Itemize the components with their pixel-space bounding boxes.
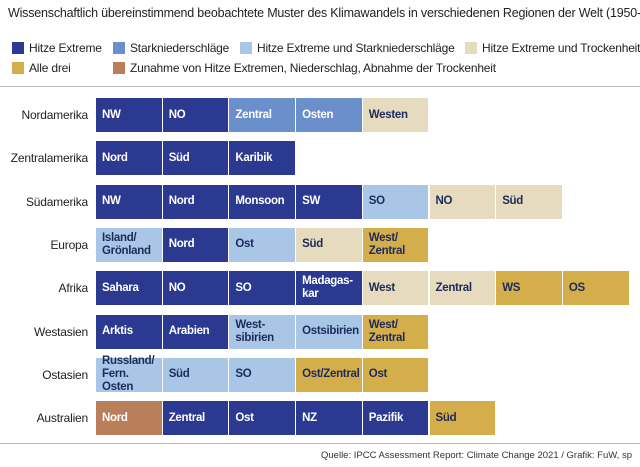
region-label: Australien [36, 411, 89, 426]
region-cell: Karibik [229, 141, 296, 176]
region-cell: Ost [229, 227, 296, 262]
region-cell: Süd [162, 141, 229, 176]
region-label: Nordamerika [21, 108, 89, 122]
region-cell: Süd [496, 184, 562, 219]
legend-swatch [240, 42, 252, 54]
legend-swatch [12, 42, 24, 54]
region-cell: NO [162, 98, 229, 132]
region-cell: West [362, 271, 429, 306]
region-label: Europa [50, 237, 89, 252]
region-label: Zentralamerika [10, 151, 88, 166]
region-cell: WS [496, 271, 562, 306]
region-cell: West/ Zentral [362, 227, 429, 262]
region-cell: Madagas- kar [296, 271, 362, 306]
region-cell: Süd [162, 357, 229, 392]
divider [0, 443, 640, 444]
region-label: Südamerika [25, 194, 88, 209]
region-cell: NO [429, 184, 496, 219]
region-label: Afrika [58, 281, 89, 296]
title: Wissenschaftlich übereinstimmend beobach… [8, 6, 640, 20]
region-cell: Süd [429, 401, 496, 436]
legend-label: Hitze Extreme und Trockenheit [482, 41, 640, 55]
region-cell: NZ [296, 401, 362, 436]
region-cell: NW [96, 184, 162, 219]
divider [0, 86, 640, 87]
region-cell: NW [96, 98, 162, 132]
legend-swatch [113, 42, 125, 54]
source: Quelle: IPCC Assessment Report: Climate … [321, 450, 632, 461]
region-cell: SO [229, 271, 296, 306]
region-cell: Arabien [162, 314, 229, 349]
region-cell: Ostsibirien [296, 314, 362, 349]
region-cell: Nord [162, 227, 229, 262]
region-cell: Nord [96, 401, 162, 436]
region-cell: West/ Zentral [362, 314, 429, 349]
region-cell: Ost [229, 401, 296, 436]
region-cell: Sahara [96, 271, 162, 306]
region-cell: OS [562, 271, 629, 306]
legend-swatch [113, 62, 125, 74]
region-label: Ostasien [42, 367, 88, 382]
legend-label: Starkniederschläge [130, 41, 230, 55]
region-cell: SO [362, 184, 429, 219]
region-cell: SW [296, 184, 362, 219]
region-cell: Island/ Grönland [96, 227, 162, 262]
region-cell: Pazifik [362, 401, 429, 436]
region-cell: Monsoon [229, 184, 296, 219]
region-cell: Osten [296, 98, 362, 132]
region-cell: Süd [296, 227, 362, 262]
region-cell: Russland/ Fern. Osten [96, 355, 162, 393]
legend-label: Zunahme von Hitze Extremen, Niederschlag… [130, 61, 496, 75]
region-cell: SO [229, 357, 296, 392]
region-cell: Ost [362, 357, 429, 392]
region-cell: Nord [162, 184, 229, 219]
region-label: Westasien [33, 324, 88, 339]
legend-label: Hitze Extreme und Starkniederschläge [257, 41, 455, 55]
region-cell: Arktis [96, 314, 162, 349]
legend-label: Alle drei [29, 61, 71, 75]
region-cell: Zentral [229, 98, 296, 132]
region-cell: Zentral [429, 271, 496, 306]
legend-swatch [465, 42, 477, 54]
region-cell: Ost/Zentral [296, 357, 362, 392]
region-cell: Westen [362, 98, 429, 132]
region-cell: Zentral [162, 401, 229, 436]
region-cell: Nord [96, 141, 162, 176]
region-cell: NO [162, 271, 229, 306]
legend-label: Hitze Extreme [29, 41, 102, 55]
legend-swatch [12, 62, 24, 74]
region-cell: West- sibirien [229, 314, 296, 349]
